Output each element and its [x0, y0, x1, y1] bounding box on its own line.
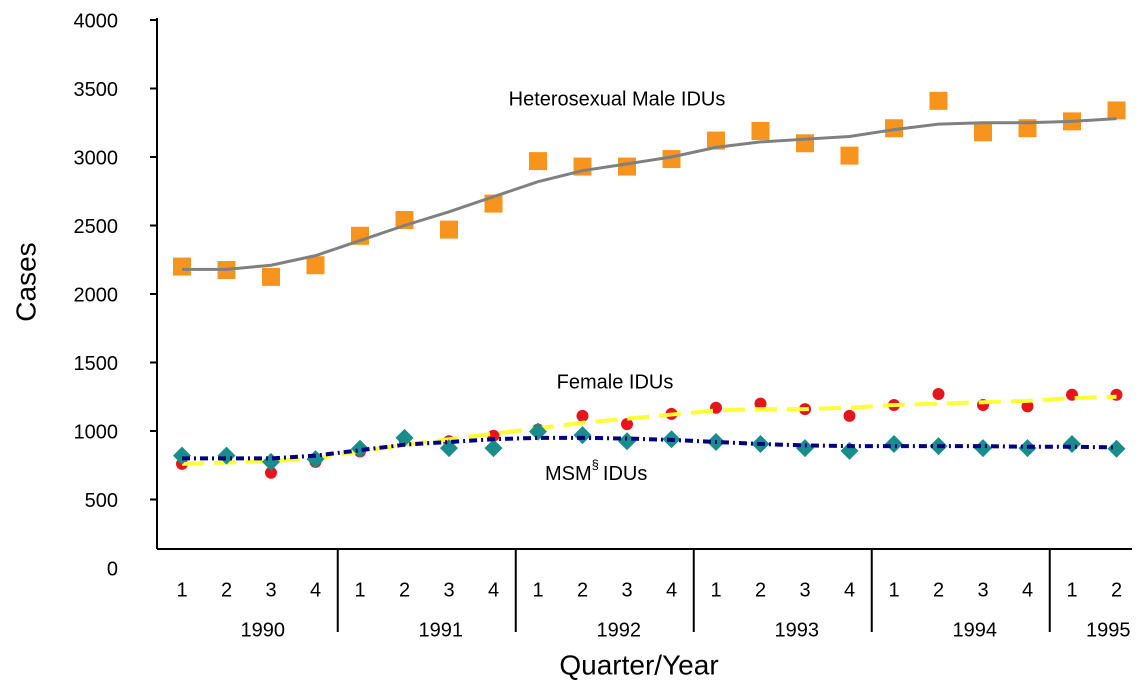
point: [395, 428, 414, 447]
x-group-label: 1994: [953, 619, 998, 641]
x-tick-label: 2: [221, 579, 232, 601]
point: [754, 397, 767, 410]
point: [173, 257, 191, 276]
point: [710, 401, 722, 414]
series-label-base: MSM: [545, 463, 592, 485]
point: [843, 409, 856, 422]
x-tick-label: 4: [310, 579, 321, 601]
y-tick-label: 1500: [74, 353, 119, 375]
point: [1063, 435, 1081, 454]
trend-line: [181, 394, 1117, 466]
x-tick-label: 2: [399, 579, 410, 601]
x-tick-label: 4: [488, 579, 499, 601]
point: [618, 157, 636, 176]
point: [932, 388, 945, 401]
point: [529, 152, 547, 171]
point: [484, 439, 503, 458]
y-tick-label: 3000: [74, 147, 119, 169]
point: [576, 409, 589, 422]
point: [262, 267, 280, 286]
x-tick-label: 1: [354, 579, 365, 601]
x-tick-label: 3: [977, 579, 988, 601]
x-tick-label: 4: [1022, 579, 1033, 601]
x-group-label: 1995: [1086, 619, 1131, 641]
x-group-label: 1992: [597, 619, 642, 641]
point: [1021, 400, 1034, 413]
series-label: Heterosexual Male IDUs: [509, 88, 726, 110]
x-tick-label: 1: [176, 579, 187, 601]
y-tick-label: 1000: [74, 421, 119, 443]
point: [1107, 101, 1126, 120]
point: [929, 91, 948, 110]
point: [885, 435, 903, 454]
point: [621, 418, 633, 431]
point: [974, 123, 992, 142]
series-label-sup: §: [592, 457, 599, 472]
x-tick-label: 1: [710, 579, 721, 601]
series-label-rest: IDUs: [603, 463, 647, 485]
point: [707, 131, 725, 150]
x-tick-label: 2: [933, 579, 944, 601]
y-tick-label: 4000: [74, 10, 119, 32]
y-tick-label: 0: [107, 558, 118, 580]
point: [351, 439, 369, 458]
y-tick-label: 2000: [74, 284, 119, 306]
x-tick-label: 1: [1066, 579, 1077, 601]
x-group-label: 1993: [775, 619, 820, 641]
x-tick-label: 2: [1111, 579, 1122, 601]
y-tick-label: 500: [85, 490, 118, 512]
series-label: Female IDUs: [557, 371, 674, 393]
point: [306, 256, 325, 275]
x-group-label: 1990: [241, 619, 286, 641]
y-tick-label: 3500: [74, 79, 119, 101]
trend-line: [182, 117, 1117, 271]
point: [265, 466, 277, 479]
point: [840, 146, 859, 165]
y-axis-title: Cases: [10, 242, 41, 321]
x-tick-label: 4: [666, 579, 677, 601]
point: [796, 134, 814, 153]
point: [974, 439, 992, 458]
point: [1107, 439, 1126, 458]
y-tick-label: 2500: [74, 216, 119, 238]
x-tick-label: 3: [799, 579, 810, 601]
x-tick-label: 3: [265, 579, 276, 601]
point: [262, 452, 280, 471]
x-tick-label: 2: [755, 579, 766, 601]
point: [796, 439, 814, 458]
x-tick-label: 1: [532, 579, 543, 601]
x-group-label: 1991: [419, 619, 464, 641]
trend-line: [182, 435, 1117, 461]
x-axis-title: Quarter/Year: [559, 649, 718, 680]
x-tick-label: 3: [443, 579, 454, 601]
x-tick-label: 4: [844, 579, 855, 601]
point: [618, 432, 636, 451]
point: [306, 450, 325, 469]
x-tick-label: 3: [621, 579, 632, 601]
x-tick-label: 2: [577, 579, 588, 601]
x-tick-label: 1: [888, 579, 899, 601]
point: [751, 121, 770, 140]
series-label: MSM§ IDUs: [545, 457, 647, 485]
point: [440, 220, 458, 239]
point: [1110, 388, 1123, 401]
point: [573, 426, 592, 445]
